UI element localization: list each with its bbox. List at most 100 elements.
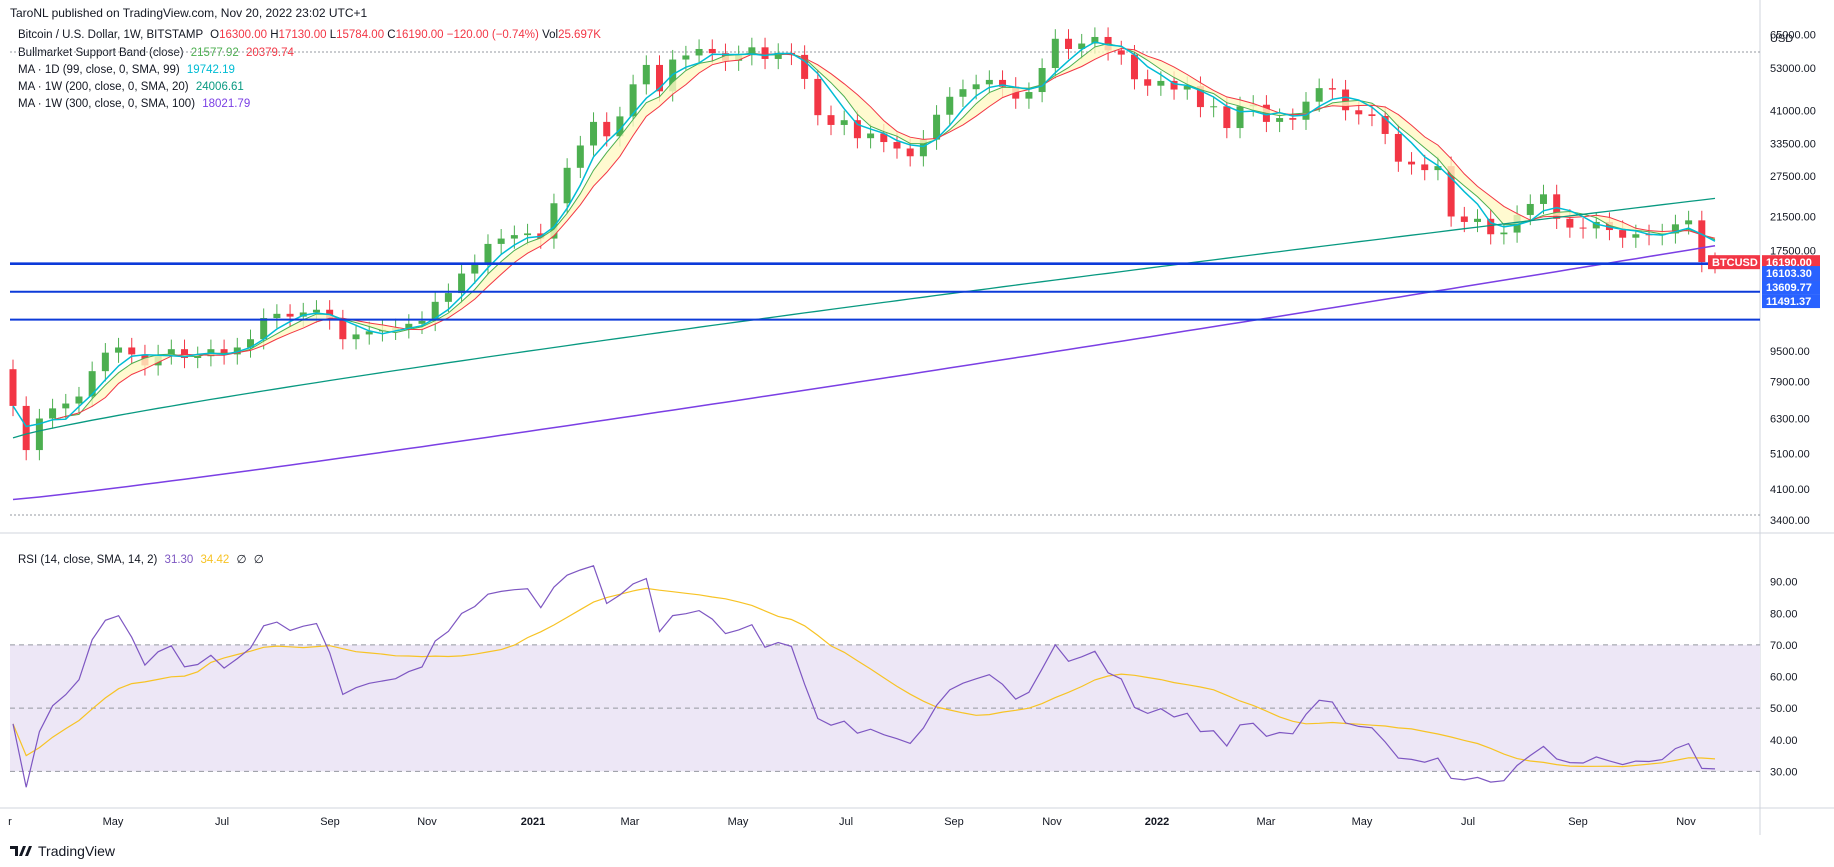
legend-indicator-ma300[interactable]: MA · 1W (300, close, 0, SMA, 100) 18021.…	[18, 98, 251, 110]
price-tick: 4100.00	[1770, 484, 1810, 496]
legend-indicator-ma200[interactable]: MA · 1W (200, close, 0, SMA, 20) 24006.6…	[18, 81, 244, 93]
legend-rsi[interactable]: RSI (14, close, SMA, 14, 2) 31.30 34.42 …	[18, 554, 264, 566]
candle-body	[1421, 164, 1429, 171]
legend-indicator-ma99[interactable]: MA · 1D (99, close, 0, SMA, 99) 19742.19	[18, 64, 235, 76]
candle-body	[1170, 80, 1178, 90]
candle-body	[1262, 104, 1270, 122]
candle-body	[524, 233, 532, 236]
candle-body	[101, 352, 109, 372]
candle-body	[787, 52, 795, 55]
candle-body	[1078, 43, 1086, 49]
candle-body	[233, 347, 241, 355]
candle-body	[1328, 88, 1336, 90]
time-tick: r	[8, 816, 12, 828]
time-tick: Jul	[839, 816, 853, 828]
candle-body	[1236, 106, 1244, 129]
candle-body	[1183, 86, 1191, 90]
candle-body	[260, 318, 268, 340]
symbol-name[interactable]: Bitcoin / U.S. Dollar, 1W, BITSTAMP	[18, 29, 203, 41]
rsi-tick: 50.00	[1770, 703, 1798, 715]
rsi-band	[10, 644, 1760, 772]
candle-body	[115, 347, 123, 353]
rsi-sma-line	[12, 587, 1716, 768]
tradingview-logo-icon	[10, 846, 32, 856]
candle-body	[378, 329, 386, 332]
candle-body	[194, 356, 202, 358]
candle-body	[326, 309, 334, 320]
candle-body	[550, 203, 558, 239]
rsi-tick: 80.00	[1770, 608, 1798, 620]
candle-body	[603, 121, 611, 137]
candle-body	[1408, 161, 1416, 165]
candle-body	[181, 349, 189, 358]
time-tick: Jul	[1461, 816, 1475, 828]
candle-body	[1579, 227, 1587, 229]
candle-body	[1632, 234, 1640, 238]
candle-body	[352, 334, 360, 340]
price-badge-0: BTCUSD	[1712, 257, 1758, 269]
rsi-tick: 30.00	[1770, 766, 1798, 778]
candle-body	[471, 264, 479, 274]
candle-body	[1104, 36, 1112, 51]
rsi-tick: 60.00	[1770, 672, 1798, 684]
candle-body	[1196, 86, 1204, 108]
price-tick: 6300.00	[1770, 413, 1810, 425]
candle-body	[827, 115, 835, 125]
price-badge-4: 13609.77	[1766, 282, 1812, 294]
candle-body	[431, 301, 439, 321]
legend-indicator-bsb[interactable]: Bullmarket Support Band (close) 21577.92…	[18, 47, 294, 59]
candle-body	[867, 133, 875, 139]
time-tick: Sep	[1568, 816, 1588, 828]
candle-body	[405, 323, 413, 329]
candle-body	[1315, 88, 1323, 102]
price-badge-bg-3	[1762, 266, 1820, 281]
candle-body	[999, 79, 1007, 87]
candle-body	[1447, 166, 1455, 217]
candle-body	[444, 293, 452, 302]
candle-body	[286, 313, 294, 317]
price-badge-5: 11491.37	[1766, 296, 1811, 308]
candle-body	[1342, 89, 1350, 111]
candle-body	[1091, 36, 1099, 44]
candle-body	[616, 116, 624, 137]
time-tick: Mar	[621, 816, 640, 828]
candle-body	[1685, 220, 1693, 225]
candle-body	[1381, 115, 1389, 134]
candle-body	[246, 339, 254, 348]
candle-body	[1539, 194, 1547, 204]
price-tick: 53000.00	[1770, 63, 1816, 75]
price-tick: 27500.00	[1770, 171, 1816, 183]
candle-body	[590, 121, 598, 146]
candle-body	[893, 142, 901, 149]
candle-body	[1025, 92, 1033, 99]
rsi-tick: 70.00	[1770, 640, 1798, 652]
candle-body	[1276, 118, 1284, 122]
candle-body	[946, 96, 954, 115]
candle-body	[1223, 106, 1231, 129]
candle-body	[1157, 80, 1165, 86]
rsi-tick: 40.00	[1770, 735, 1798, 747]
candle-body	[1012, 86, 1020, 99]
candle-body	[1051, 38, 1059, 69]
candle-body	[418, 320, 426, 324]
legend-symbol-row: Bitcoin / U.S. Dollar, 1W, BITSTAMP O163…	[18, 29, 601, 41]
candle-body	[9, 369, 17, 406]
candle-body	[774, 52, 782, 59]
candle-body	[1434, 166, 1442, 171]
tradingview-footer[interactable]: TradingView	[10, 843, 115, 859]
candle-body	[761, 47, 769, 59]
candle-body	[853, 120, 861, 139]
candle-body	[392, 328, 400, 330]
candle-body	[1460, 216, 1468, 222]
time-tick: May	[103, 816, 124, 828]
candle-body	[814, 78, 822, 116]
price-axis-currency: USD	[1770, 33, 1794, 45]
time-tick: Nov	[1042, 816, 1062, 828]
time-tick: Jul	[215, 816, 229, 828]
candle-body	[1210, 106, 1218, 108]
candles	[9, 27, 1719, 461]
ohlc-values: O16300.00 H17130.00 L15784.00 C16190.00 …	[210, 29, 601, 41]
candle-body	[1302, 101, 1310, 120]
footer-brand: TradingView	[38, 843, 116, 859]
